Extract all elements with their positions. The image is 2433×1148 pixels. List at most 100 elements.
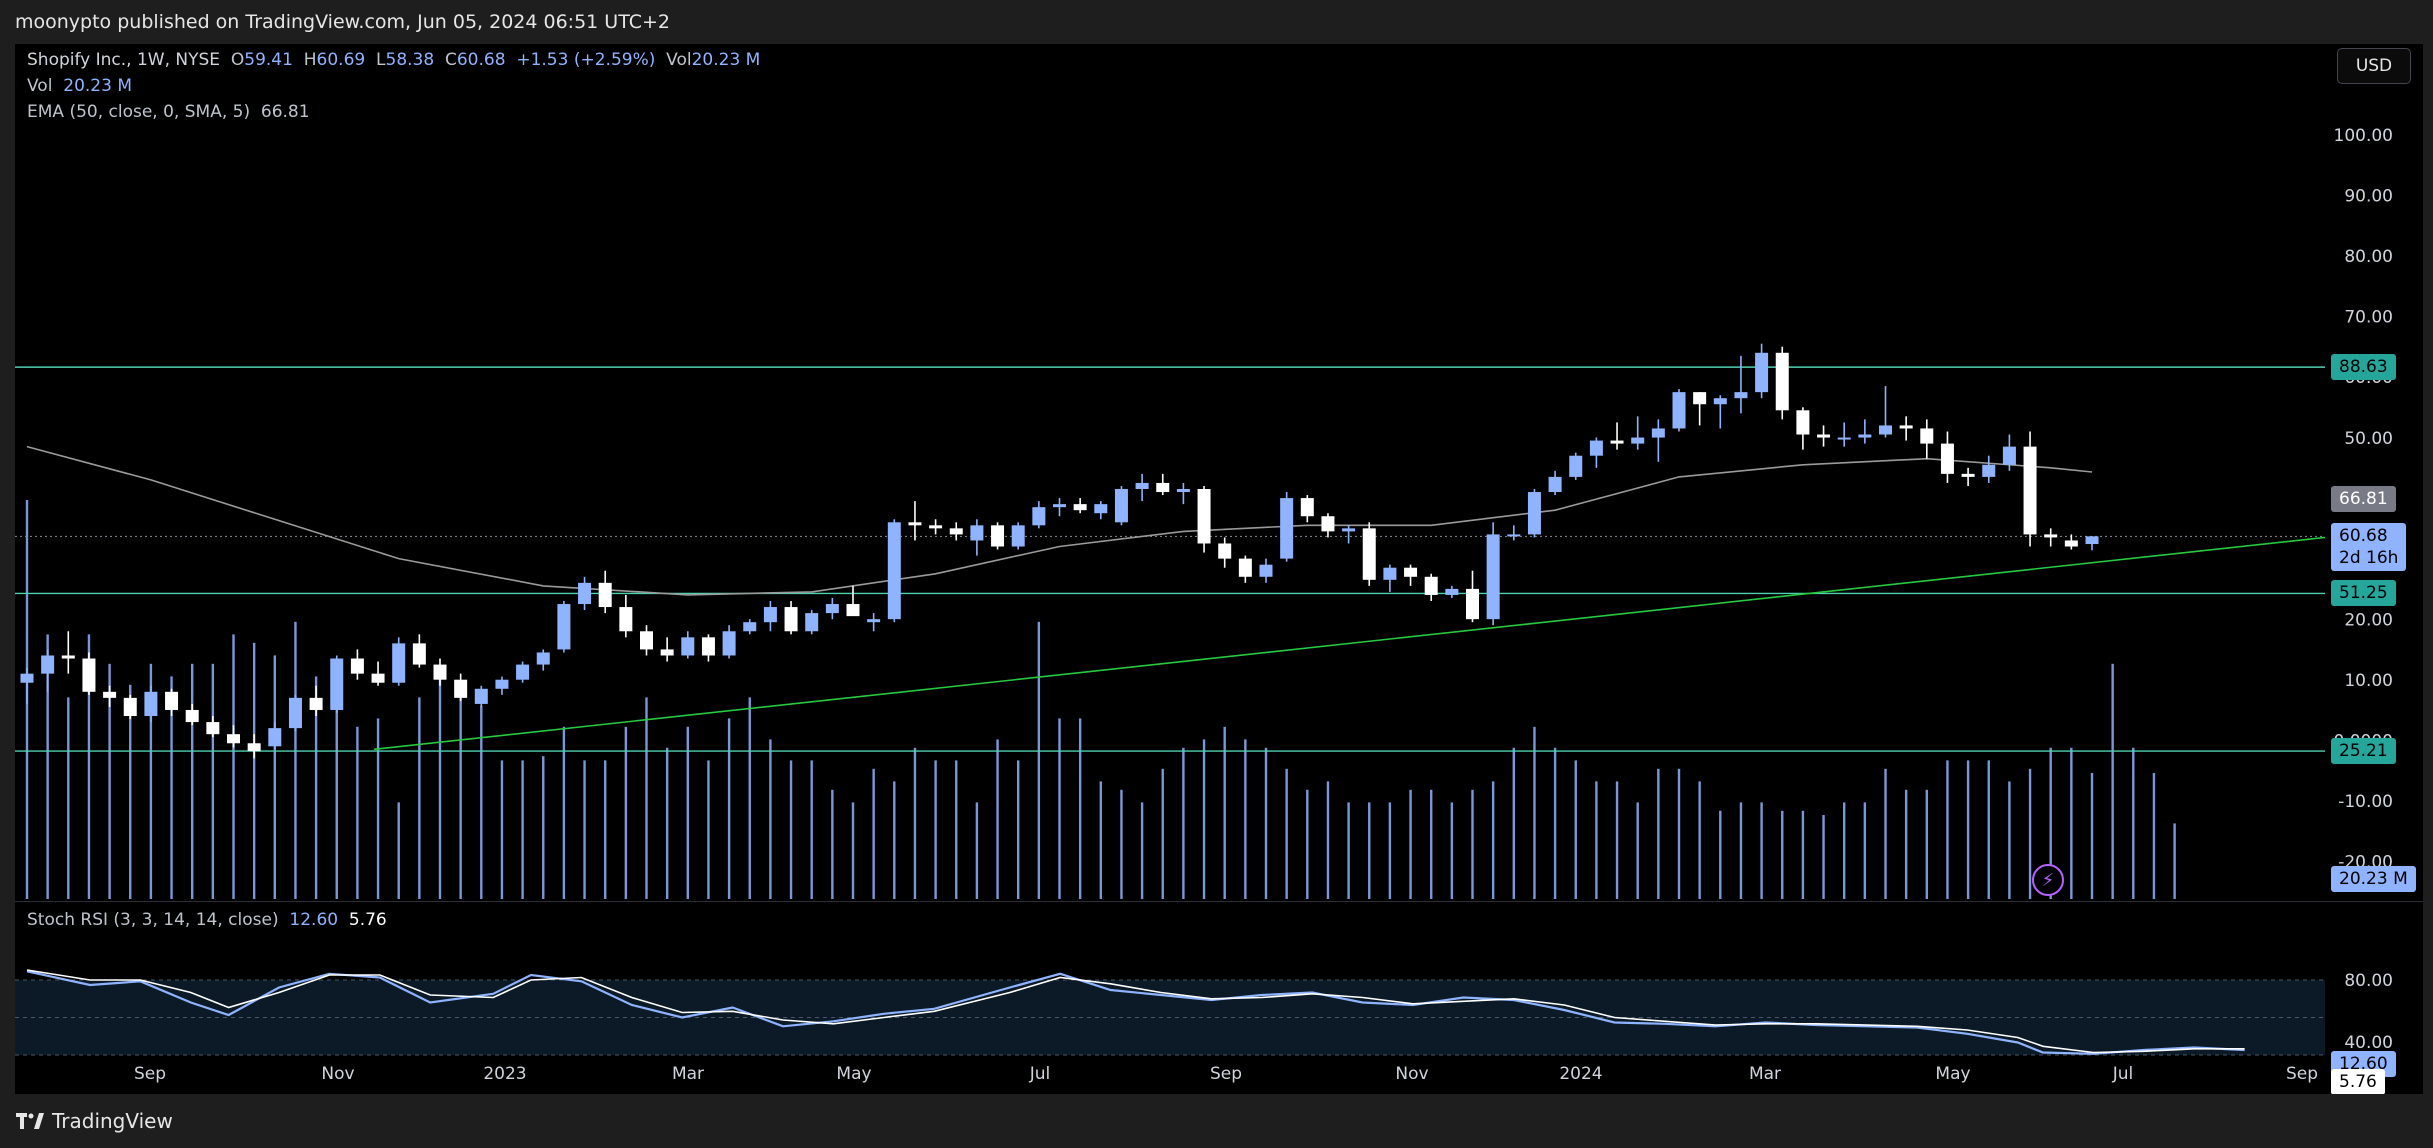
volume-bar (1677, 768, 1681, 899)
volume-bar (1099, 781, 1102, 899)
candle-body (1342, 528, 1356, 532)
x-axis-tick-label: 2024 (1559, 1064, 1602, 1084)
volume-bar (2070, 747, 2073, 899)
volume-bar (397, 802, 400, 899)
candle-body (681, 637, 695, 656)
volume-bar (1636, 802, 1639, 899)
footer: TradingView (0, 1094, 2433, 1148)
candle-body (1940, 443, 1954, 474)
candle-body (61, 655, 75, 659)
candle-body (1858, 434, 1872, 438)
flash-icon[interactable]: ⚡ (2032, 864, 2064, 896)
y-axis-tick-label: 90.00 (2344, 187, 2393, 207)
volume-bar (1285, 768, 1288, 899)
candle-body (722, 631, 736, 656)
volume-bar (686, 726, 689, 899)
volume-value-label: 20.23 M (2331, 866, 2416, 892)
candle-body (1734, 392, 1748, 399)
currency-button[interactable]: USD (2337, 48, 2411, 84)
candle-body (1238, 558, 1252, 577)
candle-body (536, 652, 550, 665)
chart-area[interactable]: 100.0090.0080.0070.0060.0050.0040.0030.0… (15, 44, 2423, 1095)
candle-body (309, 697, 323, 710)
volume-bar (87, 634, 91, 899)
candle-body (268, 728, 282, 747)
volume-bar (1966, 760, 1970, 899)
candle-body (743, 622, 757, 632)
candle-body (1156, 482, 1170, 493)
candle-body (1073, 504, 1087, 511)
volume-bar (1781, 810, 1784, 899)
candle-body (2002, 446, 2016, 465)
volume-bar (149, 663, 153, 899)
volume-bar (665, 747, 669, 899)
volume-bar (211, 663, 215, 899)
stoch-k-value: 12.60 (289, 910, 339, 930)
y-axis-tick-label: 100.00 (2334, 126, 2393, 146)
close-value: 60.68 (456, 50, 506, 70)
candle-body (598, 582, 612, 608)
volume-bar (2090, 773, 2094, 899)
pane-separator (15, 901, 2423, 902)
candle-body (784, 607, 798, 632)
candle-body (330, 658, 344, 710)
volume-bar (1987, 760, 1990, 899)
volume-bar (1822, 815, 1825, 899)
volume-bar (851, 802, 855, 899)
stoch-k-line (26, 970, 2245, 1055)
change-value: +1.53 (+2.59%) (516, 50, 656, 70)
candle-body (1507, 534, 1521, 537)
y-axis-tick-label: 10.00 (2344, 671, 2393, 691)
candle-body (1176, 489, 1190, 493)
candle-body (82, 658, 96, 692)
candle-body (123, 697, 137, 717)
chart-canvas[interactable]: 100.0090.0080.0070.0060.0050.0040.0030.0… (15, 44, 2423, 1094)
volume-bar (769, 739, 772, 899)
candle-body (578, 582, 592, 605)
volume-bar (831, 789, 834, 899)
volume-bar (707, 760, 710, 899)
volume-bar (294, 621, 297, 899)
volume-bar (1657, 768, 1660, 899)
candle-body (474, 688, 488, 704)
volume-legend: Vol 20.23 M (27, 76, 132, 96)
volume-bar (2173, 823, 2176, 899)
x-axis-tick-label: Jul (1029, 1064, 1051, 1084)
level-label-88: 88.63 (2331, 354, 2396, 381)
volume-bar (2028, 768, 2032, 899)
candle-body (206, 722, 220, 735)
volume-bar (975, 802, 979, 899)
candle-body (1424, 576, 1438, 595)
volume-bar (67, 697, 70, 899)
candle-body (887, 522, 901, 620)
volume-value: 20.23 M (691, 50, 761, 70)
candle-body (1982, 464, 1996, 477)
candle-body (288, 697, 302, 729)
candle-body (805, 613, 819, 632)
volume-bar (955, 760, 958, 899)
volume-bar (1182, 747, 1185, 899)
candle-body (701, 637, 715, 656)
volume-bar (1244, 739, 1247, 899)
candle-body (1548, 476, 1562, 493)
volume-bar (1347, 802, 1350, 899)
candle-body (970, 525, 984, 541)
level-label-25: 25.21 (2331, 738, 2396, 765)
tradingview-logo-icon (16, 1113, 44, 1129)
candle-body (1755, 352, 1769, 393)
trendline (374, 536, 2326, 751)
ema-legend: EMA (50, close, 0, SMA, 5) 66.81 (27, 102, 310, 122)
price-pane (15, 44, 2423, 902)
x-axis-tick-label: Sep (2286, 1064, 2318, 1084)
volume-bar (418, 697, 421, 899)
volume-bar (438, 676, 442, 899)
volume-bar (542, 756, 545, 899)
candle-body (1589, 440, 1603, 456)
volume-bar (1574, 760, 1577, 899)
candle-body (1321, 516, 1335, 532)
volume-bar (46, 634, 49, 899)
x-axis-tick-label: Sep (134, 1064, 166, 1084)
candle-body (1300, 498, 1314, 517)
y-axis-tick-label: 70.00 (2344, 308, 2393, 328)
ema-line (26, 445, 2093, 596)
